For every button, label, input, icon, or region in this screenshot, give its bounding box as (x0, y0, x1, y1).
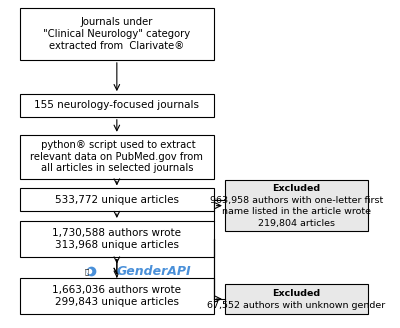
Text: GenderAPI: GenderAPI (117, 265, 192, 278)
FancyBboxPatch shape (20, 135, 214, 179)
Text: 1,730,588 authors wrote
313,968 unique articles: 1,730,588 authors wrote 313,968 unique a… (52, 228, 181, 250)
Text: 🔑: 🔑 (85, 268, 89, 275)
Text: Excluded: Excluded (272, 184, 320, 193)
Text: 67,552 authors with unknown gender: 67,552 authors with unknown gender (208, 301, 386, 311)
Text: 219,804 articles: 219,804 articles (258, 219, 335, 228)
Text: python® script used to extract
relevant data on PubMed.gov from
all articles in : python® script used to extract relevant … (30, 140, 203, 173)
Text: 1,663,036 authors wrote
299,843 unique articles: 1,663,036 authors wrote 299,843 unique a… (52, 285, 181, 306)
Text: 963,958 authors with one-letter first: 963,958 authors with one-letter first (210, 196, 383, 205)
Text: Excluded: Excluded (272, 289, 320, 298)
FancyBboxPatch shape (20, 221, 214, 257)
FancyBboxPatch shape (20, 94, 214, 117)
Text: Journals under
"Clinical Neurology" category
extracted from  Clarivate®: Journals under "Clinical Neurology" cate… (43, 17, 190, 51)
FancyBboxPatch shape (20, 8, 214, 60)
FancyBboxPatch shape (225, 284, 368, 314)
Text: name listed in the article wrote: name listed in the article wrote (222, 207, 371, 216)
Text: 533,772 unique articles: 533,772 unique articles (55, 195, 179, 205)
Text: 155 neurology-focused journals: 155 neurology-focused journals (34, 100, 199, 111)
FancyBboxPatch shape (20, 278, 214, 314)
FancyBboxPatch shape (20, 188, 214, 211)
FancyBboxPatch shape (225, 180, 368, 231)
